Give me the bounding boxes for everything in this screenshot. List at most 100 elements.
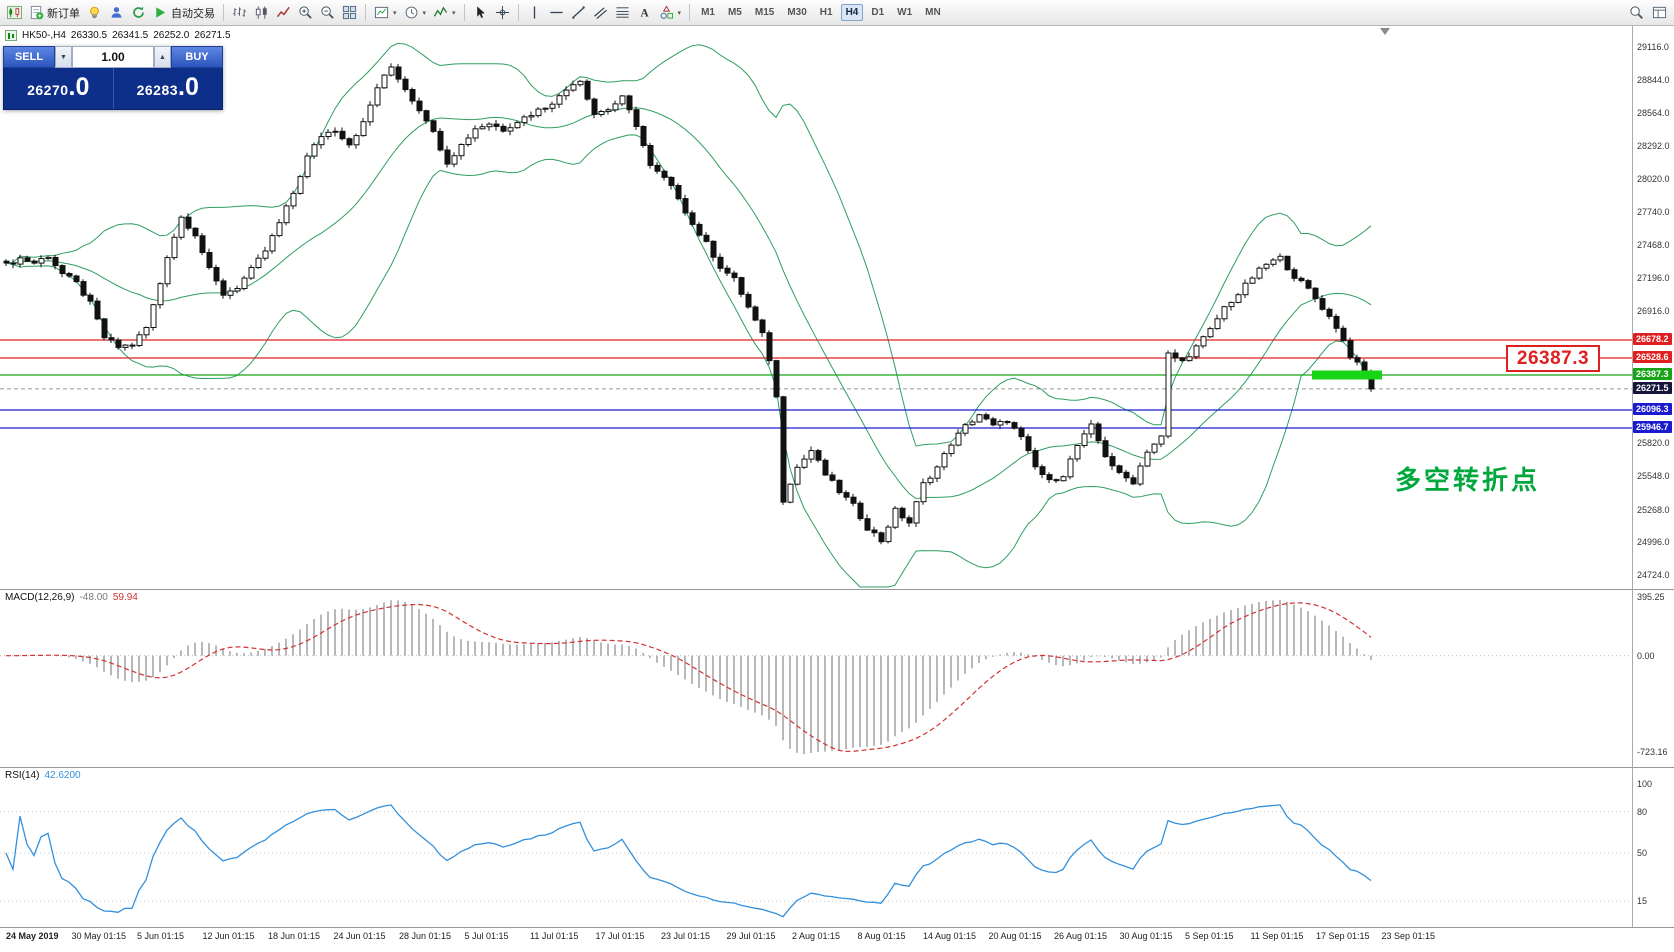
bid-ask-prices: 26270.0 26283.0	[3, 68, 223, 110]
autotrading-button[interactable]: 自动交易	[150, 2, 218, 23]
timeframe-m1-button[interactable]: M1	[701, 7, 715, 18]
window-layout-icon[interactable]	[1649, 2, 1670, 23]
price-tag: 25946.7	[1633, 421, 1672, 433]
candlestick-chart-icon[interactable]	[251, 2, 272, 23]
timeframe-d1-button[interactable]: D1	[871, 7, 885, 18]
periods-icon[interactable]: ▾	[401, 2, 430, 23]
templates-icon[interactable]: ▾	[371, 2, 400, 23]
macd-indicator-label: MACD(12,26,9) -48.00 59.94	[5, 592, 143, 603]
time-axis-label: 24 May 2019	[6, 931, 59, 941]
timeframe-m30-button[interactable]: M30	[787, 7, 807, 18]
price-tag: 26271.5	[1633, 381, 1672, 394]
profiles-icon[interactable]	[106, 2, 127, 23]
price-axis-tick: 25548.0	[1637, 470, 1670, 481]
line-chart-icon[interactable]	[273, 2, 294, 23]
bar-chart-icon[interactable]	[229, 2, 250, 23]
sell-price-big: .0	[68, 73, 90, 101]
timeframe-m5-button[interactable]: M5	[727, 7, 742, 18]
time-axis-label: 17 Jul 01:15	[595, 931, 645, 941]
price-axis-tick: 25820.0	[1637, 438, 1670, 449]
timeframe-m15-button[interactable]: M15	[754, 7, 775, 18]
indicators-icon[interactable]: ▾	[430, 2, 459, 23]
vertical-line-icon[interactable]	[524, 2, 545, 23]
fibonacci-icon[interactable]	[612, 2, 633, 23]
price-axis-tick: 24996.0	[1637, 537, 1670, 548]
chevron-down-icon: ▾	[452, 9, 456, 17]
svg-text:A: A	[640, 8, 649, 20]
rsi-name: RSI(14)	[5, 770, 40, 781]
one-click-trading-panel: SELL ▼ 1.00 ▲ BUY 26270.0 26283.0	[3, 46, 223, 110]
time-axis-label: 5 Jul 01:15	[464, 931, 509, 941]
price-tag: 26096.3	[1633, 403, 1672, 415]
toolbar-separator	[223, 4, 224, 21]
price-axis-tick: 28020.0	[1637, 173, 1670, 184]
toolbar-separator	[365, 4, 366, 21]
timeframe-mn-button[interactable]: MN	[925, 7, 941, 18]
market-watch-icon[interactable]	[84, 2, 105, 23]
symbol-chart-icon[interactable]	[4, 2, 25, 23]
toolbar-right-group	[1626, 2, 1670, 23]
sell-button[interactable]: SELL	[3, 46, 55, 68]
macd-axis-max: 395.25	[1637, 592, 1665, 602]
macd-value: -48.00	[79, 592, 108, 603]
new-order-button[interactable]: 新订单	[26, 2, 83, 23]
time-axis-label: 11 Jul 01:15	[530, 931, 579, 941]
zoom-out-icon[interactable]	[317, 2, 338, 23]
main-toolbar: 新订单 自动交易 ▾ ▾ ▾ A ▾ M1 M5 M15 M30 H1 H4 D1 W1 MN	[0, 0, 1674, 26]
price-axis-tick: 27468.0	[1637, 240, 1670, 251]
price-axis-tick: 27740.0	[1637, 207, 1670, 218]
arrows-icon[interactable]: ▾	[656, 2, 685, 23]
price-tag: 26387.3	[1633, 368, 1672, 380]
timeframe-h4-button[interactable]: H4	[840, 4, 864, 21]
price-axis-tick: 28564.0	[1637, 108, 1670, 119]
macd-name: MACD(12,26,9)	[5, 592, 75, 603]
buy-price[interactable]: 26283.0	[114, 68, 223, 109]
buy-price-big: .0	[178, 73, 199, 101]
time-axis-label: 20 Aug 01:15	[988, 931, 1042, 941]
text-label-icon[interactable]: A	[634, 2, 655, 23]
toolbar-button-label: 自动交易	[171, 7, 215, 20]
trendline-icon[interactable]	[568, 2, 589, 23]
refresh-icon[interactable]	[128, 2, 149, 23]
time-axis-label: 14 Aug 01:15	[923, 931, 977, 941]
rsi-axis-tick: 50	[1637, 848, 1648, 858]
volume-input[interactable]: 1.00	[72, 46, 154, 68]
buy-button[interactable]: BUY	[171, 46, 223, 68]
volume-up-button[interactable]: ▲	[154, 46, 171, 68]
toolbar-separator	[463, 4, 465, 21]
volume-down-button[interactable]: ▼	[55, 46, 72, 68]
cursor-icon[interactable]	[470, 2, 491, 23]
sell-price[interactable]: 26270.0	[4, 68, 113, 109]
chart-mini-icon	[5, 30, 17, 41]
equidistant-channel-icon[interactable]	[590, 2, 611, 23]
time-axis-label: 8 Aug 01:15	[857, 931, 906, 941]
time-axis-label: 18 Jun 01:15	[268, 931, 321, 941]
ohlc-open: 26330.5	[70, 30, 108, 41]
crosshair-icon[interactable]	[492, 2, 513, 23]
horizontal-line-icon[interactable]	[546, 2, 567, 23]
trade-buttons-row: SELL ▼ 1.00 ▲ BUY	[3, 46, 223, 68]
timeframe-w1-button[interactable]: W1	[897, 7, 913, 18]
timeframe-h1-button[interactable]: H1	[819, 7, 833, 18]
tile-windows-icon[interactable]	[339, 2, 360, 23]
time-axis-label: 24 Jun 01:15	[333, 931, 386, 941]
time-axis-label: 26 Aug 01:15	[1054, 931, 1108, 941]
price-axis-tick: 27196.0	[1637, 272, 1670, 283]
time-axis-label: 28 Jun 01:15	[399, 931, 452, 941]
rsi-indicator-label: RSI(14) 42.6200	[5, 770, 86, 781]
price-divider	[112, 68, 114, 109]
macd-axis-min: -723.16	[1637, 747, 1668, 757]
toolbar-button-label: 新订单	[47, 7, 80, 20]
time-axis-label: 2 Aug 01:15	[792, 931, 841, 941]
rsi-axis-tick: 100	[1637, 779, 1653, 789]
time-axis-label: 30 May 01:15	[71, 931, 127, 941]
price-axis-tick: 28292.0	[1637, 141, 1670, 151]
search-icon[interactable]	[1626, 2, 1647, 23]
time-axis-label: 17 Sep 01:15	[1316, 931, 1370, 941]
chevron-down-icon: ▾	[422, 9, 427, 17]
chart-shift-marker[interactable]	[1380, 28, 1390, 35]
zoom-in-icon[interactable]	[295, 2, 316, 23]
time-axis-label: 29 Jul 01:15	[726, 931, 776, 941]
